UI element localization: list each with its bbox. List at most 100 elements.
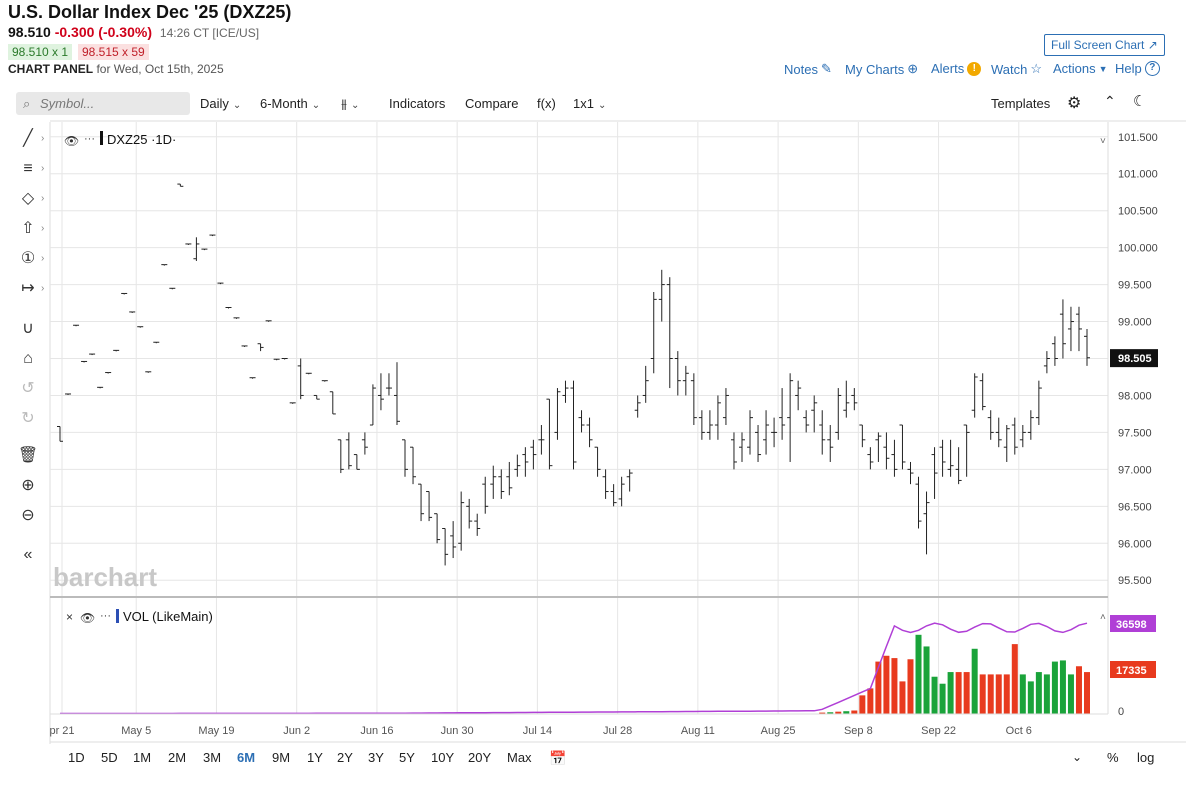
range-3m[interactable]: 3M [203,750,222,765]
chevron-down-icon: ⌄ [311,100,321,111]
range-1d[interactable]: 1D [68,750,85,765]
ohlc-bars-icon: ⫵ [341,96,347,111]
range-3y[interactable]: 3Y [368,750,384,765]
volume-bar [819,712,826,714]
fib-icon[interactable]: ≡ › [23,160,45,177]
range-6m[interactable]: 6M [237,750,256,765]
range-10y[interactable]: 10Y [431,750,455,765]
range-5d[interactable]: 5D [101,750,118,765]
volume-bar [947,672,954,714]
interval-label: Daily [200,96,229,111]
volume-bar [1011,644,1018,714]
my-charts-link[interactable]: My Charts ⊕ [845,61,918,77]
chart-toolbar: ⌕ Symbol... Daily ⌄ 6-Month ⌄ ⫵ ⌄ Indicator… [0,88,1186,120]
calendar-icon[interactable]: 📅 [549,750,567,766]
last-price: 98.510 [8,24,51,40]
price-tick-label: 98.000 [1118,390,1152,402]
range-2m[interactable]: 2M [168,750,187,765]
watch-link[interactable]: Watch ☆ [991,61,1042,77]
volume-color-swatch [116,609,119,623]
quote-timestamp: 14:26 CT [ICE/US] [159,26,260,40]
templates-button[interactable]: Templates [991,96,1051,111]
plus-circle-icon: ⊕ [907,61,919,76]
settings-gear-icon[interactable]: ⚙ [1067,95,1082,112]
volume-bar [971,648,978,714]
actions-menu[interactable]: Actions ▼ [1053,61,1108,76]
zoom-out-icon[interactable]: ⊖ [21,507,35,524]
range-9m[interactable]: 9M [272,750,291,765]
range-20y[interactable]: 20Y [468,750,492,765]
magnet-icon[interactable]: ∪ [22,320,34,337]
log-toggle[interactable]: log [1137,750,1155,765]
volume-bar [875,661,882,714]
compare-button[interactable]: Compare [465,96,519,111]
range-5y[interactable]: 5Y [399,750,415,765]
x-tick-label: Aug 25 [761,725,796,737]
number-icon[interactable]: ① › [20,250,45,267]
volume-bar [1075,666,1082,714]
volume-bar [931,676,938,714]
range-1m[interactable]: 1M [133,750,152,765]
symbol-search-input[interactable]: ⌕ Symbol... [16,92,190,115]
alerts-link[interactable]: Alerts ! [931,61,982,76]
volume-bar [859,695,866,714]
x-tick-label: Sep 22 [921,725,956,737]
double-chevron-down-icon[interactable]: ⌄ [1072,750,1083,764]
x-tick-label: May 19 [198,725,234,737]
full-screen-label: Full Screen Chart [1051,38,1145,52]
line-draw-icon[interactable]: ╱ › [23,130,45,147]
undo-icon[interactable]: ↺ [21,380,35,397]
help-link[interactable]: Help ? [1115,61,1160,76]
indicators-button[interactable]: Indicators [389,96,446,111]
redo-icon[interactable]: ↻ [21,410,35,427]
layout-dropdown[interactable]: 1x1 ⌄ [573,96,606,111]
zoom-in-icon[interactable]: ⊕ [21,477,35,494]
trash-icon[interactable]: 🗑 [17,447,39,464]
range-2y[interactable]: 2Y [337,750,353,765]
eye-icon: 👁 [64,134,79,148]
volume-bar [1059,660,1066,714]
interval-dropdown[interactable]: Daily ⌄ [200,96,241,111]
volume-bar [1084,672,1090,714]
volume-pane-label: VOL (LikeMain) [123,609,213,624]
eye-icon: 👁 [80,611,95,625]
edit-icon: ✎ [820,61,832,76]
volume-bar [899,681,906,714]
volume-bar [891,658,898,714]
full-screen-chart-button[interactable]: Full Screen Chart ↗ [1044,34,1165,56]
volume-last-label: 17335 [1116,665,1147,677]
percent-toggle[interactable]: % [1107,750,1119,765]
dark-mode-moon-icon[interactable]: ☾ [1133,93,1147,110]
volume-bar [979,674,986,714]
measure-icon[interactable]: ↦ › [21,280,45,297]
chart-panel-date: for Wed, Oct 15th, 2025 [96,62,224,76]
notes-link[interactable]: Notes ✎ [784,61,832,77]
x-tick-label: pr 21 [49,725,74,737]
collapse-up-icon[interactable]: ⌃ [1104,93,1116,109]
lock-icon[interactable]: ⌂ [23,350,33,367]
x-tick-label: May 5 [121,725,151,737]
collapse-icon[interactable]: « [23,546,33,563]
alert-icon: ! [967,61,982,76]
shape-icon[interactable]: ◇ › [21,190,45,207]
alerts-label: Alerts [931,61,965,76]
price-tick-label: 101.500 [1118,132,1158,144]
page-title: U.S. Dollar Index Dec '25 (DXZ25) [8,2,292,22]
arrow-icon[interactable]: ⇧ › [21,220,45,237]
volume-bar [1051,661,1058,714]
range-1y[interactable]: 1Y [307,750,323,765]
range-max[interactable]: Max [507,750,532,765]
period-dropdown[interactable]: 6-Month ⌄ [260,96,320,111]
price-tick-label: 100.500 [1118,206,1158,218]
help-label: Help [1115,61,1142,76]
volume-bar [1035,672,1042,714]
notes-label: Notes [784,61,818,77]
series-symbol-label: DXZ25 ·1D· [107,132,176,147]
fx-button[interactable]: f(x) [537,96,556,111]
volume-bar [827,712,834,714]
price-tick-label: 99.500 [1118,280,1152,292]
bar-type-dropdown[interactable]: ⫵ ⌄ [341,96,359,112]
chart-panel-label: CHART PANEL [8,62,94,76]
volume-bar [851,710,858,714]
